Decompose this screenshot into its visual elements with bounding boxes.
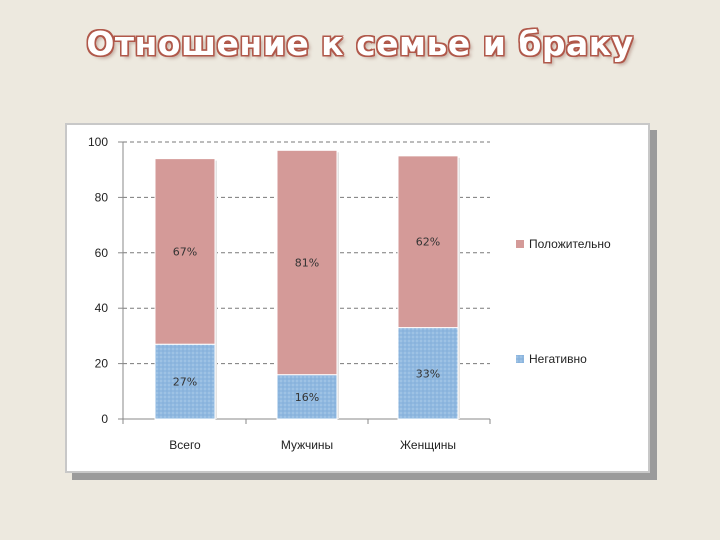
slide-title: Отношение к семье и браку — [86, 24, 634, 63]
data-label-positive: 62% — [416, 236, 440, 249]
axis-layer: 0 20 40 60 80 100 Всего Мужчины Женщины — [88, 135, 491, 452]
y-tick-label: 20 — [95, 357, 109, 371]
y-tick-label: 100 — [88, 135, 108, 149]
bar-segment-positive — [276, 149, 338, 376]
legend: Положительно Негативно — [516, 237, 611, 366]
legend-label: Негативно — [529, 352, 587, 366]
data-label-positive: 81% — [295, 256, 319, 269]
data-label-negative: 16% — [295, 391, 319, 404]
legend-swatch — [516, 240, 524, 248]
bar-layer — [154, 149, 460, 420]
data-label-negative: 33% — [416, 367, 440, 380]
y-tick-label: 60 — [95, 246, 109, 260]
x-category-label: Всего — [169, 438, 201, 452]
bar-segment-negative — [154, 343, 216, 420]
legend-swatch — [516, 355, 524, 363]
bar-segment-negative — [397, 327, 459, 420]
bar-segment-positive — [397, 155, 459, 329]
data-label-positive: 67% — [173, 245, 197, 258]
legend-label: Положительно — [529, 237, 611, 251]
label-layer: 27% 67% 16% 81% 33% 62% — [173, 236, 440, 404]
data-label-negative: 27% — [173, 376, 197, 389]
bar-segment-positive — [154, 158, 216, 345]
y-tick-label: 80 — [95, 190, 109, 204]
y-tick-label: 40 — [95, 301, 109, 315]
y-tick-label: 0 — [101, 412, 108, 426]
x-category-label: Мужчины — [281, 438, 333, 452]
x-category-label: Женщины — [400, 438, 456, 452]
